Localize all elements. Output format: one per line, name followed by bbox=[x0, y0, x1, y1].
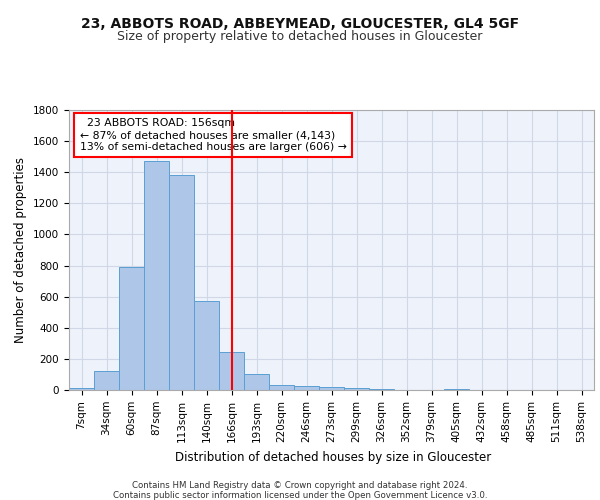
Bar bbox=[144, 162, 169, 390]
Bar bbox=[369, 389, 394, 390]
Bar bbox=[94, 370, 119, 390]
Bar bbox=[169, 176, 194, 390]
Bar bbox=[194, 302, 219, 390]
Bar bbox=[244, 374, 269, 390]
Bar bbox=[294, 386, 319, 390]
Bar bbox=[69, 388, 94, 390]
Bar bbox=[269, 384, 294, 390]
Text: Size of property relative to detached houses in Gloucester: Size of property relative to detached ho… bbox=[118, 30, 482, 43]
Text: Distribution of detached houses by size in Gloucester: Distribution of detached houses by size … bbox=[175, 451, 491, 464]
Y-axis label: Number of detached properties: Number of detached properties bbox=[14, 157, 28, 343]
Bar bbox=[444, 389, 469, 390]
Text: 23 ABBOTS ROAD: 156sqm
← 87% of detached houses are smaller (4,143)
13% of semi-: 23 ABBOTS ROAD: 156sqm ← 87% of detached… bbox=[79, 118, 346, 152]
Text: Contains HM Land Registry data © Crown copyright and database right 2024.: Contains HM Land Registry data © Crown c… bbox=[132, 480, 468, 490]
Bar bbox=[344, 388, 369, 390]
Bar bbox=[219, 352, 244, 390]
Bar bbox=[319, 387, 344, 390]
Text: 23, ABBOTS ROAD, ABBEYMEAD, GLOUCESTER, GL4 5GF: 23, ABBOTS ROAD, ABBEYMEAD, GLOUCESTER, … bbox=[81, 18, 519, 32]
Bar bbox=[119, 267, 144, 390]
Text: Contains public sector information licensed under the Open Government Licence v3: Contains public sector information licen… bbox=[113, 490, 487, 500]
